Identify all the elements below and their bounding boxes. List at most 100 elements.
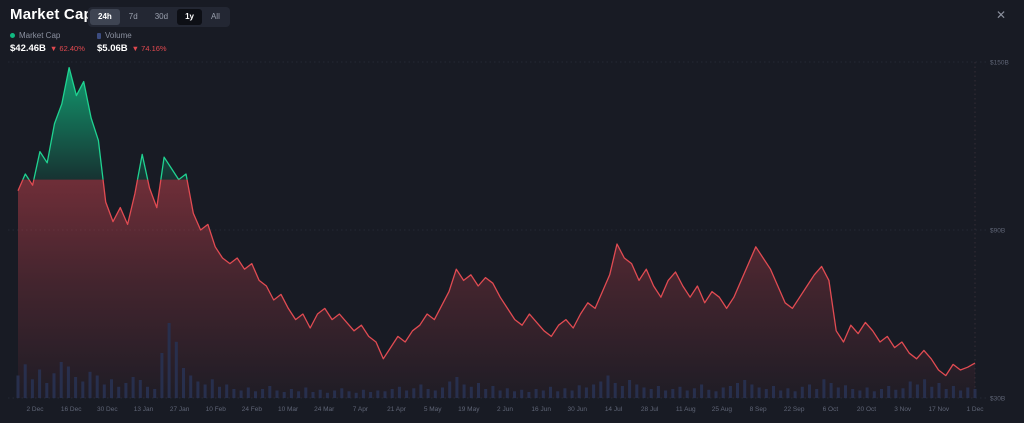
volume-bar bbox=[412, 388, 416, 399]
volume-bar bbox=[520, 389, 524, 399]
volume-bar bbox=[656, 386, 660, 398]
volume-bar bbox=[678, 386, 682, 399]
x-tick-label: 24 Mar bbox=[314, 406, 335, 413]
volume-bar bbox=[361, 389, 365, 399]
volume-bar bbox=[815, 389, 819, 398]
volume-bar bbox=[325, 392, 329, 399]
volume-bar bbox=[786, 388, 790, 399]
market-cap-value: $42.46B bbox=[10, 43, 46, 54]
volume-bar bbox=[534, 389, 538, 398]
volume-bar bbox=[505, 388, 509, 399]
volume-bar bbox=[340, 388, 344, 399]
volume-bar bbox=[160, 353, 164, 398]
x-tick-label: 3 Nov bbox=[894, 406, 912, 413]
y-tick-label: $90B bbox=[990, 228, 1005, 235]
volume-bar bbox=[592, 384, 596, 398]
x-tick-label: 13 Jan bbox=[134, 406, 154, 413]
volume-bar bbox=[268, 386, 272, 398]
volume-bar bbox=[469, 386, 473, 399]
volume-bar bbox=[822, 379, 826, 399]
volume-bar bbox=[477, 383, 480, 398]
volume-bar bbox=[182, 368, 185, 398]
volume-bar bbox=[174, 341, 178, 399]
range-button-all[interactable]: All bbox=[203, 9, 228, 25]
volume-bar bbox=[347, 391, 351, 399]
volume-bar bbox=[779, 390, 783, 398]
volume-bar bbox=[901, 388, 905, 399]
volume-bar bbox=[232, 389, 236, 398]
x-tick-label: 16 Dec bbox=[61, 406, 82, 413]
market-cap-change: ▼ 62.40% bbox=[49, 44, 85, 53]
volume-change: ▼ 74.16% bbox=[131, 44, 167, 53]
volume-bar bbox=[707, 389, 711, 399]
x-axis: 2 Dec 16 Dec 30 Dec 13 Jan 27 Jan 10 Feb 24 Fe… bbox=[27, 406, 985, 413]
market-cap-dot-icon bbox=[10, 33, 15, 38]
market-cap-area-down bbox=[18, 179, 975, 398]
volume-bar bbox=[973, 389, 977, 398]
volume-bar bbox=[131, 377, 135, 398]
volume-bar bbox=[599, 381, 603, 398]
volume-bar bbox=[829, 383, 833, 398]
volume-bar bbox=[117, 386, 121, 399]
market-cap-line-down bbox=[17, 179, 976, 377]
volume-bar bbox=[513, 391, 516, 399]
x-tick-label: 6 Oct bbox=[823, 406, 839, 413]
x-tick-label: 10 Feb bbox=[206, 406, 227, 413]
volume-bar bbox=[81, 381, 85, 398]
volume-bar bbox=[239, 390, 243, 398]
legend-volume: Volume $5.06B ▼ 74.16% bbox=[97, 31, 167, 54]
volume-bar bbox=[844, 385, 847, 399]
volume-bar bbox=[397, 386, 401, 399]
volume-bar bbox=[959, 390, 963, 398]
volume-bar bbox=[700, 384, 704, 398]
volume-bar bbox=[484, 389, 488, 398]
volume-bar bbox=[908, 381, 912, 398]
y-tick-label: $30B bbox=[990, 396, 1005, 403]
volume-bar bbox=[455, 377, 459, 398]
volume-bar bbox=[541, 390, 545, 398]
volume-bar bbox=[275, 390, 279, 398]
volume-bar bbox=[836, 387, 840, 398]
volume-bar bbox=[951, 386, 955, 398]
y-tick-label: $150B bbox=[990, 60, 1009, 67]
x-tick-label: 5 May bbox=[424, 406, 442, 413]
volume-bar bbox=[304, 387, 308, 398]
x-tick-label: 11 Aug bbox=[676, 406, 696, 413]
volume-bar bbox=[189, 375, 193, 398]
volume-bar bbox=[218, 386, 221, 399]
volume-bar bbox=[138, 380, 142, 398]
volume-bar bbox=[577, 385, 581, 399]
volume-bar bbox=[383, 391, 387, 399]
range-button-7d[interactable]: 7d bbox=[121, 9, 146, 25]
x-tick-label: 10 Mar bbox=[278, 406, 299, 413]
volume-bar bbox=[772, 386, 775, 398]
volume-bar bbox=[38, 369, 42, 398]
volume-bar bbox=[937, 383, 941, 398]
x-tick-label: 22 Sep bbox=[784, 406, 805, 413]
volume-bar bbox=[311, 392, 315, 398]
volume-bar bbox=[808, 384, 811, 398]
volume-bar-icon bbox=[97, 32, 101, 39]
volume-bar bbox=[433, 390, 437, 398]
volume-bar bbox=[333, 390, 337, 398]
volume-bar bbox=[923, 379, 927, 399]
volume-bar bbox=[851, 389, 855, 398]
volume-bar bbox=[915, 384, 919, 398]
x-tick-label: 20 Oct bbox=[857, 406, 876, 413]
volume-bar bbox=[210, 379, 214, 399]
volume-bar bbox=[649, 389, 653, 398]
volume-bar bbox=[750, 384, 754, 398]
volume-bar bbox=[66, 366, 70, 398]
volume-bar bbox=[671, 389, 675, 398]
market-cap-legend-label: Market Cap bbox=[19, 31, 61, 40]
range-button-1y[interactable]: 1y bbox=[177, 9, 202, 25]
volume-bar bbox=[721, 387, 725, 398]
volume-bar bbox=[95, 375, 99, 398]
range-button-24h[interactable]: 24h bbox=[90, 9, 120, 25]
volume-bar bbox=[498, 390, 502, 398]
volume-bar bbox=[549, 386, 552, 399]
volume-bar bbox=[30, 379, 34, 399]
range-button-30d[interactable]: 30d bbox=[147, 9, 176, 25]
close-icon[interactable]: ✕ bbox=[990, 8, 1012, 22]
